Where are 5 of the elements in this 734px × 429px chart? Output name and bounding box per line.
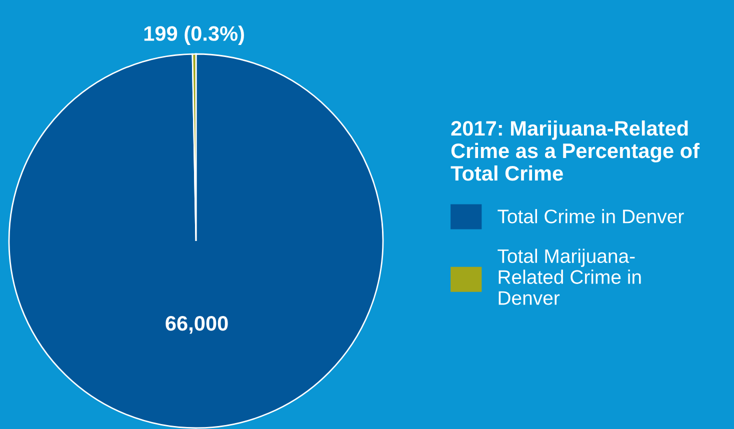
legend-label: Total Marijuana- Related Crime in Denver [498,248,641,305]
legend-title: 2017: Marijuana-Related Crime as a Percentage of Total Crime [450,120,700,181]
legend-label: Total Crime in Denver [498,209,684,224]
data-label: 199 (0.3%) [144,26,244,46]
data-label: 66,000 [166,316,228,334]
